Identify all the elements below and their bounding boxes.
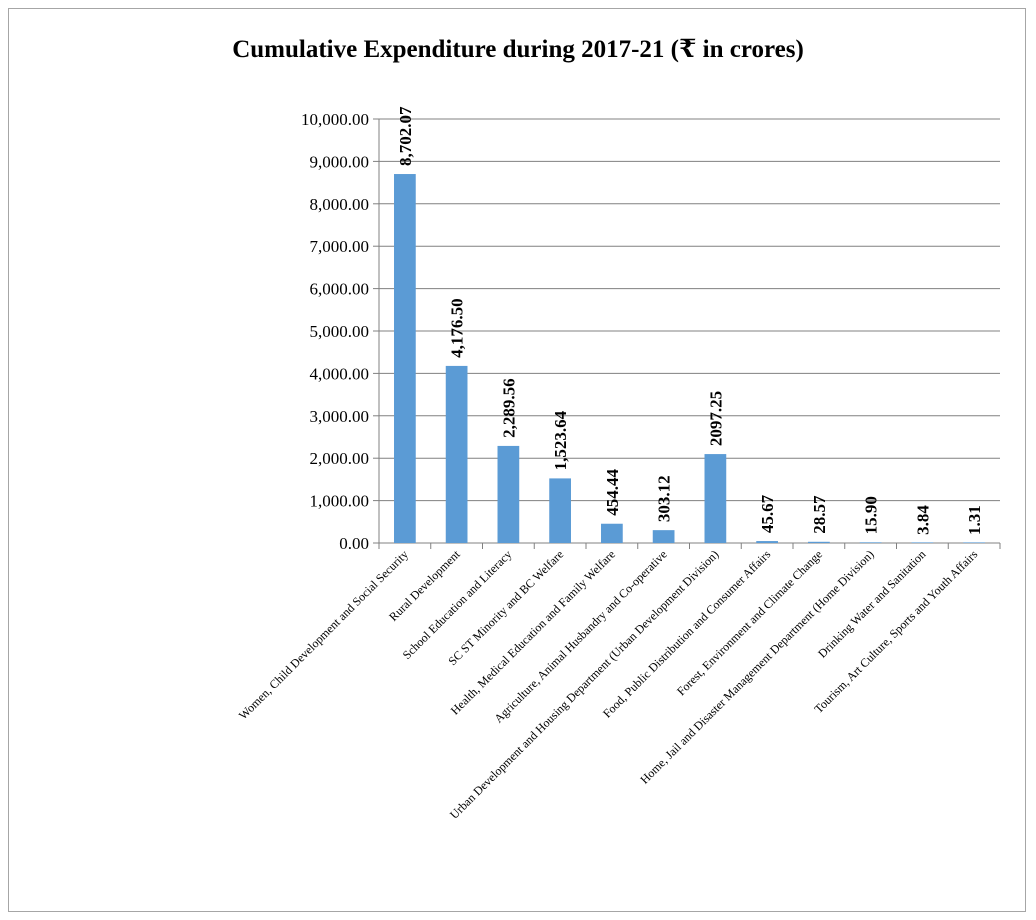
data-label: 2097.25	[706, 391, 725, 446]
bar	[549, 478, 571, 543]
y-tick-label: 3,000.00	[310, 407, 370, 426]
data-label: 3.84	[913, 505, 932, 535]
data-label: 454.44	[603, 468, 622, 515]
y-tick-label: 7,000.00	[310, 237, 370, 256]
category-label: Home, Jail and Disaster Management Depar…	[637, 547, 876, 786]
bar	[394, 174, 416, 543]
y-tick-label: 1,000.00	[310, 492, 370, 511]
data-label: 45.67	[758, 494, 777, 533]
data-label: 28.57	[810, 495, 829, 534]
bar	[756, 541, 778, 543]
chart-title: Cumulative Expenditure during 2017-21 (₹…	[232, 36, 804, 63]
y-tick-label: 6,000.00	[310, 280, 370, 299]
data-label: 1.31	[965, 505, 984, 535]
bar	[911, 542, 934, 543]
y-tick-label: 4,000.00	[310, 364, 370, 383]
data-label: 4,176.50	[448, 298, 467, 358]
data-label: 2,289.56	[499, 378, 518, 438]
y-tick-label: 2,000.00	[310, 449, 370, 468]
data-label: 303.12	[655, 475, 674, 522]
bar	[963, 542, 985, 543]
data-label: 1,523.64	[551, 410, 570, 470]
bar	[601, 523, 623, 543]
bar	[652, 530, 675, 543]
bar	[445, 365, 468, 543]
y-tick-label: 10,000.00	[301, 110, 369, 129]
data-label: 15.90	[862, 496, 881, 534]
y-tick-label: 5,000.00	[310, 322, 370, 341]
data-label: 8,702.07	[396, 106, 415, 166]
category-label: School Education and Literacy	[400, 547, 515, 662]
bar	[704, 454, 727, 543]
y-tick-label: 8,000.00	[310, 195, 370, 214]
bar	[808, 541, 830, 543]
y-tick-label: 0.00	[339, 534, 369, 553]
bar	[497, 445, 520, 543]
bar	[859, 542, 882, 543]
category-label: Drinking Water and Sanitation	[815, 547, 928, 660]
category-label: Women, Child Development and Social Secu…	[236, 547, 411, 722]
y-tick-label: 9,000.00	[310, 152, 370, 171]
